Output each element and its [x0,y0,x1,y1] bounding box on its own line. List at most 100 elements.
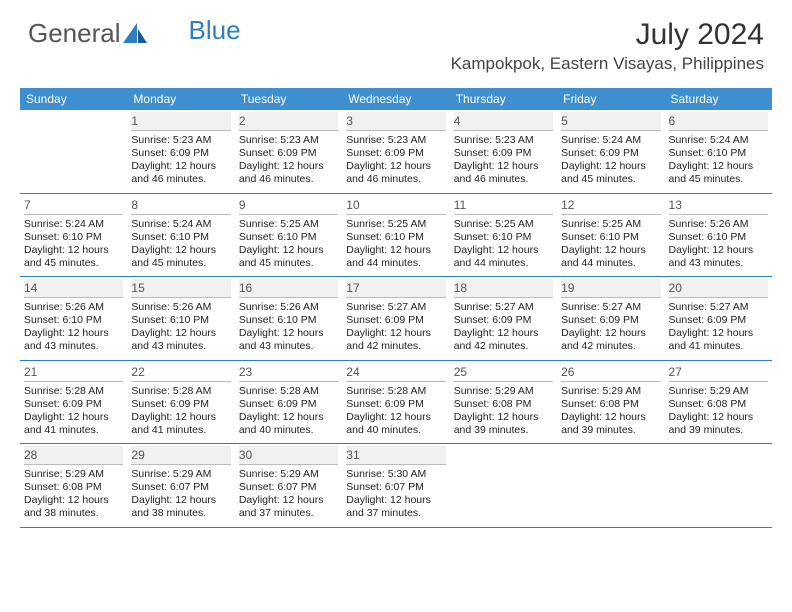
day-number: 7 [24,196,123,215]
calendar-cell: 20Sunrise: 5:27 AMSunset: 6:09 PMDayligh… [665,277,772,360]
daylight-text: Daylight: 12 hours and 45 minutes. [24,244,123,270]
calendar-cell: 29Sunrise: 5:29 AMSunset: 6:07 PMDayligh… [127,444,234,527]
sunrise-text: Sunrise: 5:24 AM [669,134,768,147]
day-number: 27 [669,363,768,382]
calendar-cell: 2Sunrise: 5:23 AMSunset: 6:09 PMDaylight… [235,110,342,193]
calendar-cell: 9Sunrise: 5:25 AMSunset: 6:10 PMDaylight… [235,194,342,277]
day-number: 9 [239,196,338,215]
sunrise-text: Sunrise: 5:28 AM [239,385,338,398]
logo-text-2: Blue [189,15,241,46]
calendar-cell: 6Sunrise: 5:24 AMSunset: 6:10 PMDaylight… [665,110,772,193]
daylight-text: Daylight: 12 hours and 44 minutes. [454,244,553,270]
sunset-text: Sunset: 6:09 PM [346,398,445,411]
sunrise-text: Sunrise: 5:25 AM [561,218,660,231]
daylight-text: Daylight: 12 hours and 41 minutes. [24,411,123,437]
sunset-text: Sunset: 6:07 PM [131,481,230,494]
daylight-text: Daylight: 12 hours and 39 minutes. [669,411,768,437]
sunrise-text: Sunrise: 5:28 AM [346,385,445,398]
day-number: 1 [131,112,230,131]
sunset-text: Sunset: 6:08 PM [561,398,660,411]
daylight-text: Daylight: 12 hours and 45 minutes. [131,244,230,270]
calendar-cell: 22Sunrise: 5:28 AMSunset: 6:09 PMDayligh… [127,361,234,444]
calendar-cell [20,110,127,193]
sunrise-text: Sunrise: 5:23 AM [131,134,230,147]
sunset-text: Sunset: 6:08 PM [454,398,553,411]
daylight-text: Daylight: 12 hours and 45 minutes. [669,160,768,186]
sunrise-text: Sunrise: 5:26 AM [24,301,123,314]
sunrise-text: Sunrise: 5:26 AM [669,218,768,231]
day-number: 25 [454,363,553,382]
sunset-text: Sunset: 6:10 PM [131,314,230,327]
sunrise-text: Sunrise: 5:28 AM [131,385,230,398]
sunset-text: Sunset: 6:10 PM [669,231,768,244]
sunrise-text: Sunrise: 5:23 AM [454,134,553,147]
sunset-text: Sunset: 6:08 PM [669,398,768,411]
sunrise-text: Sunrise: 5:27 AM [669,301,768,314]
daylight-text: Daylight: 12 hours and 42 minutes. [454,327,553,353]
sunset-text: Sunset: 6:09 PM [346,147,445,160]
daylight-text: Daylight: 12 hours and 44 minutes. [561,244,660,270]
sunset-text: Sunset: 6:10 PM [454,231,553,244]
calendar-week-row: 14Sunrise: 5:26 AMSunset: 6:10 PMDayligh… [20,277,772,361]
sunset-text: Sunset: 6:07 PM [239,481,338,494]
calendar-cell: 17Sunrise: 5:27 AMSunset: 6:09 PMDayligh… [342,277,449,360]
calendar-cell: 16Sunrise: 5:26 AMSunset: 6:10 PMDayligh… [235,277,342,360]
daylight-text: Daylight: 12 hours and 41 minutes. [669,327,768,353]
sunset-text: Sunset: 6:10 PM [131,231,230,244]
sunrise-text: Sunrise: 5:25 AM [346,218,445,231]
sunset-text: Sunset: 6:09 PM [346,314,445,327]
calendar-cell: 31Sunrise: 5:30 AMSunset: 6:07 PMDayligh… [342,444,449,527]
daylight-text: Daylight: 12 hours and 43 minutes. [24,327,123,353]
calendar-cell [450,444,557,527]
sunset-text: Sunset: 6:09 PM [239,147,338,160]
daylight-text: Daylight: 12 hours and 43 minutes. [239,327,338,353]
day-number: 24 [346,363,445,382]
calendar-cell: 28Sunrise: 5:29 AMSunset: 6:08 PMDayligh… [20,444,127,527]
daylight-text: Daylight: 12 hours and 38 minutes. [131,494,230,520]
day-number: 15 [131,279,230,298]
sunset-text: Sunset: 6:10 PM [346,231,445,244]
day-number: 19 [561,279,660,298]
sunset-text: Sunset: 6:09 PM [454,314,553,327]
logo-sail-icon [123,23,147,45]
day-number: 5 [561,112,660,131]
calendar-cell: 14Sunrise: 5:26 AMSunset: 6:10 PMDayligh… [20,277,127,360]
daylight-text: Daylight: 12 hours and 37 minutes. [239,494,338,520]
sunrise-text: Sunrise: 5:25 AM [239,218,338,231]
calendar-table: Sunday Monday Tuesday Wednesday Thursday… [20,88,772,528]
daylight-text: Daylight: 12 hours and 40 minutes. [239,411,338,437]
sunrise-text: Sunrise: 5:27 AM [561,301,660,314]
day-number: 21 [24,363,123,382]
daylight-text: Daylight: 12 hours and 46 minutes. [239,160,338,186]
calendar-cell: 18Sunrise: 5:27 AMSunset: 6:09 PMDayligh… [450,277,557,360]
sunrise-text: Sunrise: 5:26 AM [239,301,338,314]
daylight-text: Daylight: 12 hours and 37 minutes. [346,494,445,520]
day-number: 23 [239,363,338,382]
calendar-cell: 5Sunrise: 5:24 AMSunset: 6:09 PMDaylight… [557,110,664,193]
calendar-cell: 13Sunrise: 5:26 AMSunset: 6:10 PMDayligh… [665,194,772,277]
daylight-text: Daylight: 12 hours and 39 minutes. [561,411,660,437]
day-number: 31 [346,446,445,465]
daylight-text: Daylight: 12 hours and 40 minutes. [346,411,445,437]
sunset-text: Sunset: 6:09 PM [24,398,123,411]
sunset-text: Sunset: 6:10 PM [239,231,338,244]
daylight-text: Daylight: 12 hours and 46 minutes. [346,160,445,186]
calendar-cell: 23Sunrise: 5:28 AMSunset: 6:09 PMDayligh… [235,361,342,444]
location-subtitle: Kampokpok, Eastern Visayas, Philippines [451,54,764,74]
day-number: 4 [454,112,553,131]
weeks-container: 1Sunrise: 5:23 AMSunset: 6:09 PMDaylight… [20,110,772,528]
sunset-text: Sunset: 6:10 PM [239,314,338,327]
calendar-week-row: 1Sunrise: 5:23 AMSunset: 6:09 PMDaylight… [20,110,772,194]
calendar-cell: 27 Sunrise: 5:29 AMSunset: 6:08 PMDayligh… [665,361,772,444]
daylight-text: Daylight: 12 hours and 44 minutes. [346,244,445,270]
calendar-cell: 25Sunrise: 5:29 AMSunset: 6:08 PMDayligh… [450,361,557,444]
sunset-text: Sunset: 6:09 PM [561,147,660,160]
page-header: General Blue July 2024 Kampokpok, Easter… [0,0,792,78]
sunrise-text: Sunrise: 5:29 AM [669,385,768,398]
day-number: 6 [669,112,768,131]
sunrise-text: Sunrise: 5:30 AM [346,468,445,481]
sunrise-text: Sunrise: 5:23 AM [346,134,445,147]
calendar-cell: 21Sunrise: 5:28 AMSunset: 6:09 PMDayligh… [20,361,127,444]
sunrise-text: Sunrise: 5:23 AM [239,134,338,147]
calendar-week-row: 7Sunrise: 5:24 AMSunset: 6:10 PMDaylight… [20,194,772,278]
